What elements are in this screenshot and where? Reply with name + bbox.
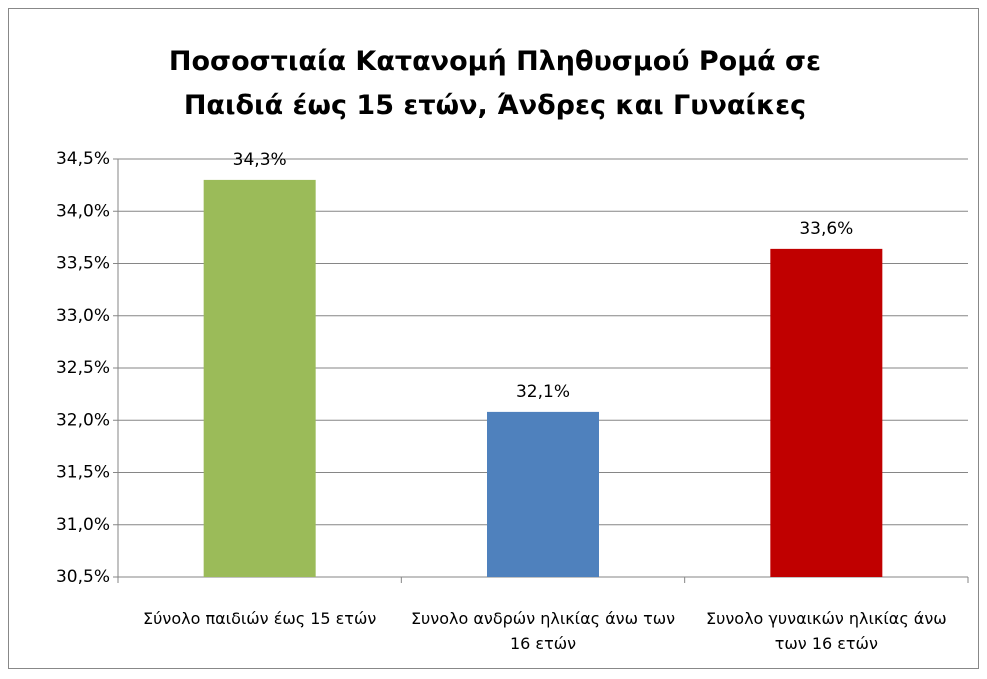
chart-title: Ποσοστιαία Κατανομή Πληθυσμού Ρομά σε Πα… bbox=[168, 46, 822, 121]
bar bbox=[487, 411, 599, 577]
x-tick-label: Συνολο ανδρών ηλικίας άνω των 16 ετών bbox=[410, 609, 676, 653]
x-tick-label: Συνολο γυναικών ηλικίας άνω των 16 ετών bbox=[705, 609, 947, 653]
y-tick-label: 31,0% bbox=[56, 515, 110, 535]
y-tick-label: 34,0% bbox=[56, 201, 110, 221]
y-tick-label: 32,0% bbox=[56, 410, 110, 430]
data-label: 33,6% bbox=[799, 219, 853, 239]
bar bbox=[770, 248, 883, 577]
data-label: 34,3% bbox=[233, 150, 287, 170]
y-tick-label: 34,5% bbox=[56, 149, 110, 169]
y-tick-label: 32,5% bbox=[56, 358, 110, 378]
y-tick-label: 33,5% bbox=[56, 254, 110, 274]
y-tick-label: 31,5% bbox=[56, 463, 110, 483]
bar bbox=[203, 179, 316, 577]
x-tick-label: Σύνολο παιδιών έως 15 ετών bbox=[143, 609, 377, 628]
y-tick-label: 30,5% bbox=[56, 567, 110, 587]
data-label: 32,1% bbox=[516, 382, 570, 402]
y-tick-label: 33,0% bbox=[56, 306, 110, 326]
